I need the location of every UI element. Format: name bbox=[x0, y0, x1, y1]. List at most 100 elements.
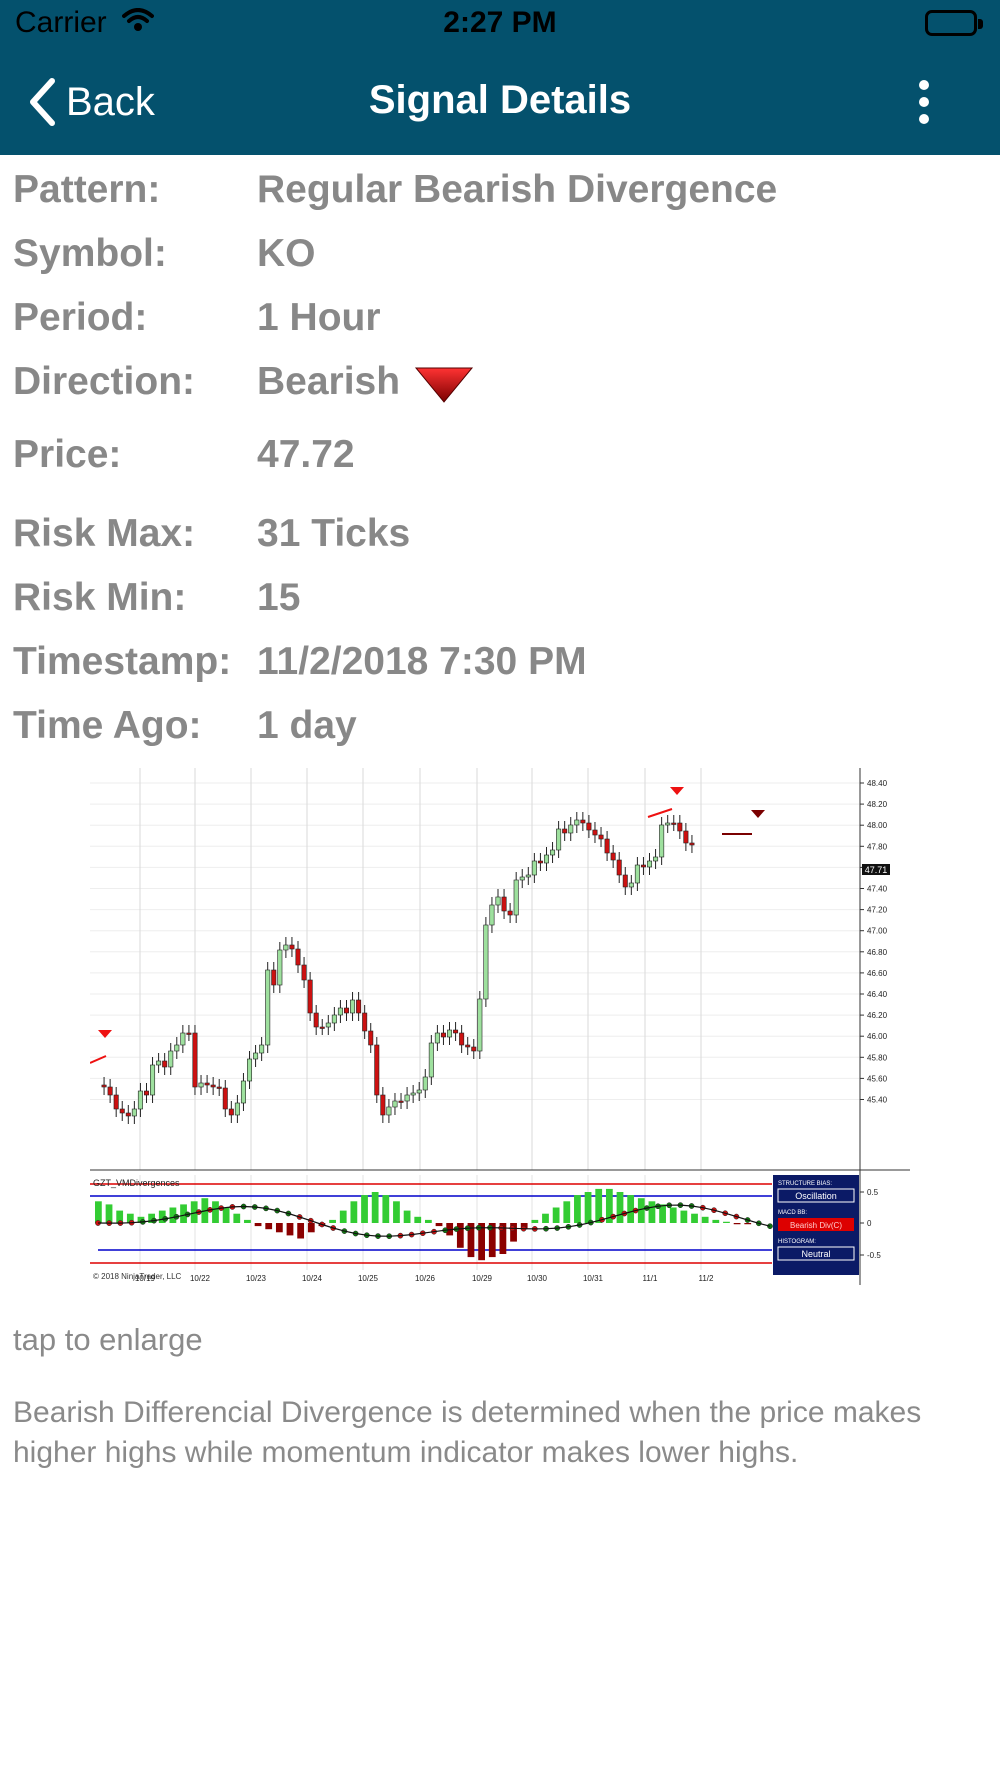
histogram-bar bbox=[723, 1221, 730, 1223]
candle bbox=[550, 849, 556, 856]
date-tick-label: 10/31 bbox=[583, 1274, 604, 1283]
clock: 2:27 PM bbox=[443, 6, 557, 39]
structure-bias-box bbox=[777, 1188, 855, 1203]
timestamp-value: 11/2/2018 7:30 PM bbox=[257, 640, 587, 683]
candle bbox=[313, 1012, 319, 1028]
structure-bias-label: STRUCTURE BIAS: bbox=[778, 1181, 832, 1187]
candle bbox=[168, 1050, 174, 1068]
histogram-bar bbox=[435, 1223, 443, 1227]
signal-marker-icon bbox=[670, 787, 684, 795]
candle bbox=[307, 979, 313, 1014]
histogram-bar bbox=[286, 1223, 294, 1236]
price-tick-label: 47.40 bbox=[867, 885, 888, 894]
histogram-bar bbox=[190, 1201, 198, 1223]
candle bbox=[337, 1007, 343, 1016]
candle bbox=[580, 819, 586, 824]
price-tick-label: 46.00 bbox=[867, 1032, 888, 1041]
chevron-left-icon bbox=[30, 78, 55, 126]
candle bbox=[543, 854, 549, 864]
candle bbox=[404, 1094, 410, 1102]
candle bbox=[247, 1058, 253, 1082]
candle bbox=[234, 1102, 240, 1116]
histogram-bar bbox=[393, 1201, 400, 1223]
price-tick-label: 46.20 bbox=[867, 1011, 888, 1020]
candle bbox=[198, 1082, 204, 1088]
divergence-line bbox=[89, 1055, 107, 1064]
candle bbox=[622, 874, 628, 888]
candle bbox=[537, 860, 543, 864]
candle bbox=[253, 1052, 259, 1060]
date-tick-label: 10/22 bbox=[190, 1274, 211, 1283]
candle bbox=[386, 1106, 392, 1116]
histogram-bar bbox=[616, 1192, 624, 1223]
current-price-tag bbox=[862, 864, 890, 875]
price-tick-label: 46.60 bbox=[867, 969, 888, 978]
candle bbox=[216, 1086, 222, 1089]
candle bbox=[483, 924, 489, 1000]
risk-max-value: 31 Ticks bbox=[257, 512, 411, 555]
symbol-label: Symbol: bbox=[13, 232, 167, 275]
histogram-bar bbox=[510, 1223, 517, 1242]
histogram-bar bbox=[637, 1198, 645, 1223]
signal-marker-icon bbox=[98, 1030, 112, 1038]
dot-icon bbox=[919, 97, 929, 107]
histogram-label: HISTOGRAM: bbox=[778, 1239, 816, 1245]
back-button[interactable]: Back bbox=[28, 72, 155, 132]
histogram-bar bbox=[254, 1223, 262, 1227]
divergence-line bbox=[647, 808, 673, 818]
more-menu-button[interactable] bbox=[912, 80, 936, 124]
candle bbox=[568, 824, 574, 834]
navigation-bar: Back Signal Details bbox=[0, 50, 1000, 155]
date-tick-label: 10/25 bbox=[358, 1274, 379, 1283]
macd-bb-value: Bearish Div(C) bbox=[790, 1221, 842, 1230]
histogram-bar bbox=[329, 1219, 336, 1223]
momentum-line bbox=[97, 1204, 771, 1237]
timestamp-label: Timestamp: bbox=[13, 640, 232, 683]
candle bbox=[574, 819, 580, 826]
histogram-bar bbox=[552, 1207, 560, 1223]
pattern-value: Regular Bearish Divergence bbox=[257, 168, 778, 211]
indicator-tick-label: 0.5 bbox=[867, 1188, 879, 1197]
status-bar: Carrier 2:27 PM bbox=[0, 0, 1000, 50]
time-ago-value: 1 day bbox=[257, 704, 357, 747]
histogram-bar bbox=[339, 1210, 347, 1223]
candle bbox=[501, 896, 507, 912]
signal-chart-image[interactable]: 48.4048.2048.0047.8047.6047.4047.2047.00… bbox=[89, 765, 910, 1285]
date-tick-label: 10/23 bbox=[246, 1274, 267, 1283]
candle bbox=[325, 1022, 331, 1028]
candle bbox=[283, 944, 289, 951]
candle bbox=[465, 1044, 471, 1048]
candle bbox=[459, 1032, 465, 1046]
candle bbox=[125, 1112, 131, 1117]
price-value: 47.72 bbox=[257, 433, 355, 476]
histogram-value: Neutral bbox=[801, 1249, 830, 1259]
battery-icon bbox=[925, 10, 983, 36]
candle bbox=[598, 834, 604, 840]
histogram-bar bbox=[733, 1223, 741, 1225]
histogram-bar bbox=[297, 1223, 305, 1239]
histogram-bar bbox=[691, 1213, 698, 1223]
back-label: Back bbox=[66, 79, 155, 124]
indicator-tick-label: -0.5 bbox=[867, 1251, 881, 1260]
candle bbox=[416, 1089, 422, 1094]
page-title: Signal Details bbox=[368, 78, 632, 122]
candle bbox=[434, 1032, 440, 1044]
candle bbox=[453, 1029, 459, 1034]
candle bbox=[689, 842, 695, 846]
histogram-bar bbox=[680, 1210, 688, 1223]
histogram-bar bbox=[531, 1219, 539, 1223]
candle bbox=[362, 1012, 368, 1032]
candle bbox=[628, 882, 634, 888]
period-value: 1 Hour bbox=[257, 296, 381, 339]
histogram-bar bbox=[669, 1207, 677, 1223]
candle bbox=[556, 828, 562, 851]
candle bbox=[210, 1084, 216, 1088]
candle bbox=[143, 1090, 149, 1096]
candle bbox=[350, 999, 356, 1014]
candle bbox=[489, 904, 495, 926]
signal-chart: 48.4048.2048.0047.8047.6047.4047.2047.00… bbox=[89, 765, 910, 1285]
candle bbox=[174, 1044, 180, 1052]
date-tick-label: 10/30 bbox=[527, 1274, 548, 1283]
pattern-description: Bearish Differencial Divergence is deter… bbox=[13, 1396, 922, 1469]
pattern-label: Pattern: bbox=[13, 168, 161, 211]
